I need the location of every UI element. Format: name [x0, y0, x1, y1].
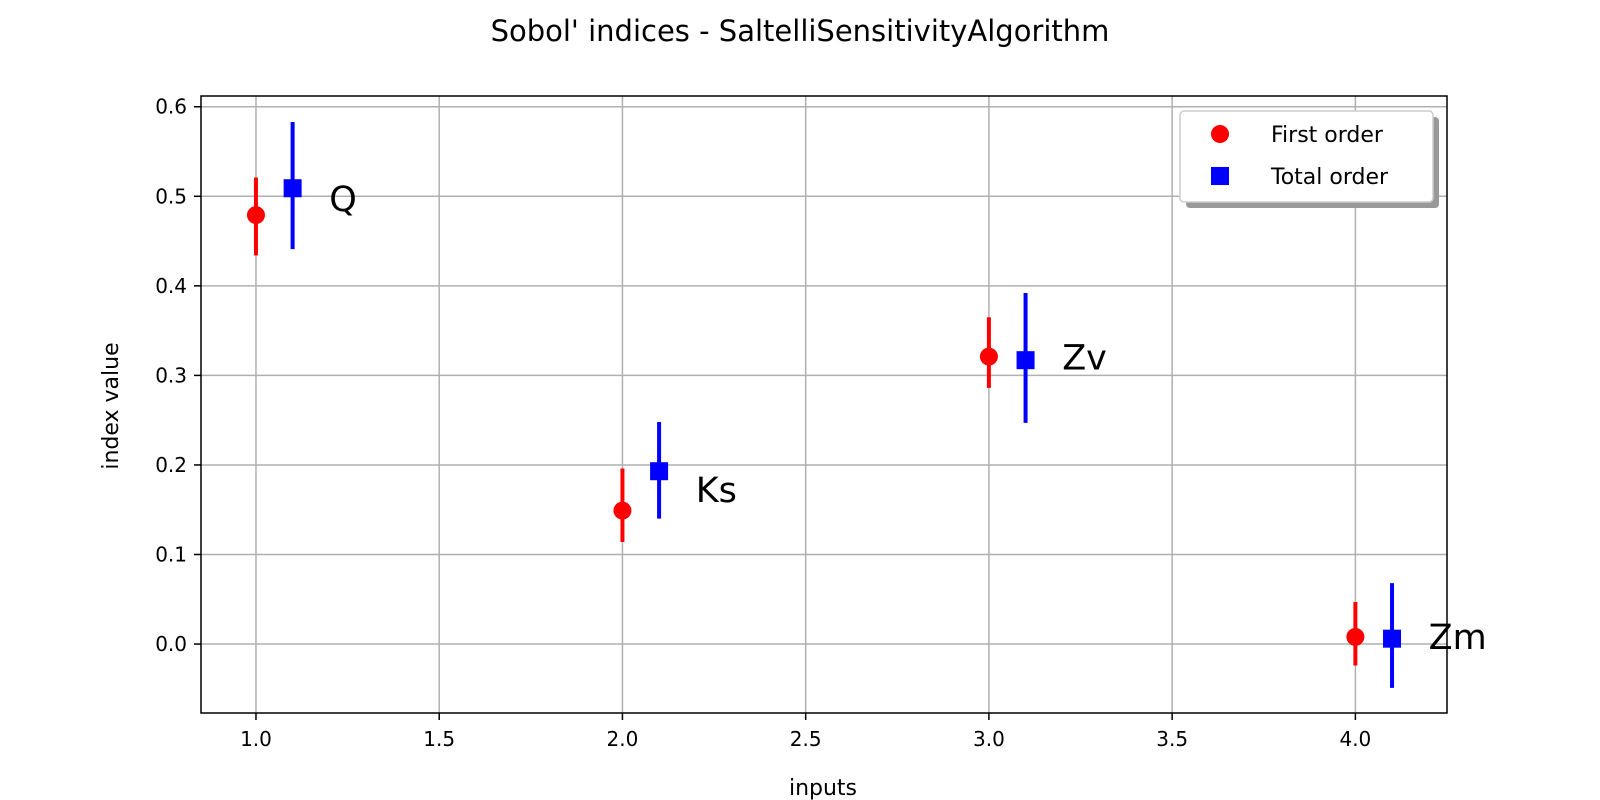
- annotation-q: Q: [329, 180, 357, 220]
- first-order-point: [979, 347, 998, 366]
- y-tick-label: 0.5: [155, 184, 187, 208]
- chart-title: Sobol' indices - SaltelliSensitivityAlgo…: [491, 14, 1110, 48]
- plot-frame: [200, 95, 1448, 714]
- x-tick-label: 3.5: [1156, 727, 1188, 751]
- total-order-point: [283, 179, 302, 198]
- y-tick-label: 0.3: [155, 363, 187, 387]
- legend: First order Total order: [1179, 110, 1439, 208]
- x-tick-label: 1.0: [240, 727, 272, 751]
- data-markers: [246, 179, 1402, 648]
- x-tick-label: 2.0: [607, 727, 639, 751]
- x-tick-label: 3.0: [973, 727, 1005, 751]
- annotation-ks: Ks: [696, 471, 737, 511]
- y-tick-label: 0.0: [155, 632, 187, 656]
- legend-box: [1179, 110, 1434, 203]
- axis-ticks: 1.0 1.5 2.0 2.5 3.0 3.5 4.0 0.0 0.1 0.2 0.3 0.4 0.5 0…: [155, 95, 1371, 751]
- legend-label-total-order: Total order: [1270, 165, 1389, 190]
- x-axis-label: inputs: [789, 776, 857, 800]
- first-order-point: [613, 501, 632, 520]
- y-tick-label: 0.1: [155, 542, 187, 566]
- y-tick-label: 0.4: [155, 274, 187, 298]
- legend-marker-total-order: [1211, 167, 1229, 185]
- total-order-point: [1383, 629, 1402, 648]
- total-order-point: [650, 462, 669, 481]
- annotation-zm: Zm: [1429, 618, 1487, 658]
- y-axis-label: index value: [99, 342, 124, 469]
- grid: [201, 96, 1447, 713]
- legend-marker-first-order: [1211, 125, 1229, 143]
- y-tick-label: 0.6: [155, 95, 187, 119]
- x-tick-label: 2.5: [790, 727, 822, 751]
- first-order-point: [246, 206, 265, 225]
- legend-label-first-order: First order: [1271, 123, 1384, 148]
- total-order-point: [1016, 351, 1035, 370]
- x-tick-label: 1.5: [423, 727, 455, 751]
- x-tick-label: 4.0: [1339, 727, 1371, 751]
- y-tick-label: 0.2: [155, 453, 187, 477]
- first-order-point: [1346, 627, 1365, 646]
- annotation-zv: Zv: [1062, 338, 1107, 378]
- point-annotations: Q Ks Zv Zm: [329, 180, 1486, 658]
